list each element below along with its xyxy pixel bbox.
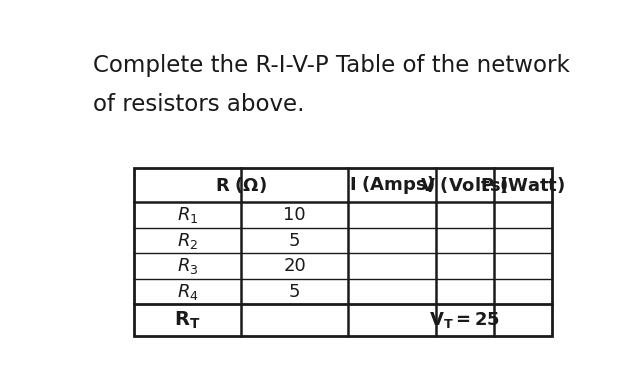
- Text: $R_1$: $R_1$: [177, 205, 198, 225]
- Text: Complete the R-I-V-P Table of the network: Complete the R-I-V-P Table of the networ…: [93, 54, 570, 77]
- Text: of resistors above.: of resistors above.: [93, 93, 305, 116]
- Text: $\bf{V\ (Volts)}$: $\bf{V\ (Volts)}$: [421, 175, 509, 195]
- Text: 10: 10: [283, 206, 306, 224]
- Text: $R_3$: $R_3$: [177, 256, 198, 276]
- Text: $\bf{I\ (Amps)}$: $\bf{I\ (Amps)}$: [349, 174, 435, 196]
- Text: $\bf{P\ (Watt)}$: $\bf{P\ (Watt)}$: [480, 175, 566, 195]
- Text: $R_4$: $R_4$: [177, 282, 199, 301]
- Text: $R_2$: $R_2$: [177, 231, 198, 251]
- Text: 5: 5: [289, 282, 300, 301]
- Text: $\bf{R\ (\Omega)}$: $\bf{R\ (\Omega)}$: [215, 175, 267, 195]
- Bar: [134, 168, 552, 336]
- Text: $\mathbf{V_T = 25}$: $\mathbf{V_T = 25}$: [429, 310, 500, 330]
- Text: 5: 5: [289, 231, 300, 250]
- Text: $\mathbf{R_T}$: $\mathbf{R_T}$: [174, 309, 201, 331]
- Text: 20: 20: [283, 257, 306, 275]
